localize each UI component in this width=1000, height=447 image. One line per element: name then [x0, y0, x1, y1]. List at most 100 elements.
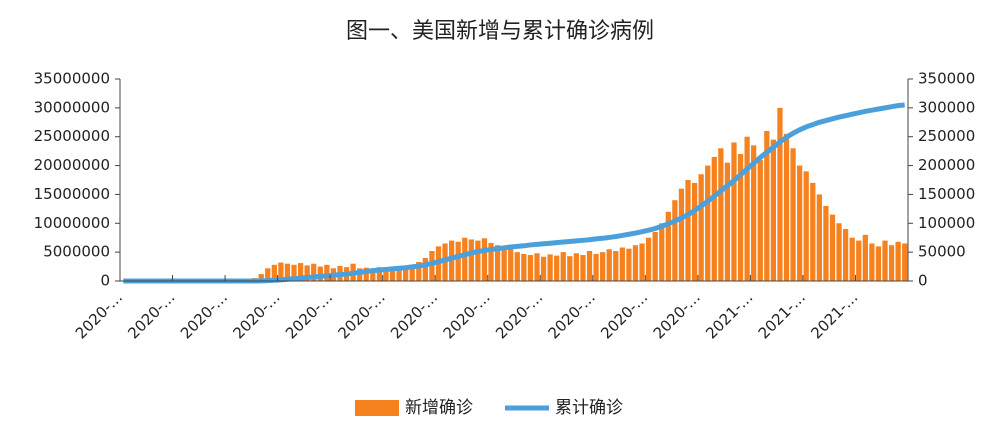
bar	[829, 214, 836, 281]
bar	[475, 240, 481, 281]
x-tick-label: 2020-…	[124, 288, 178, 342]
bar	[403, 265, 409, 281]
y-tick-label: 20000000	[34, 156, 110, 174]
bar	[770, 139, 777, 281]
x-tick-label: 2020-…	[492, 288, 546, 342]
bar	[757, 159, 763, 281]
bar	[534, 253, 540, 281]
bar	[389, 266, 396, 281]
bar	[324, 264, 330, 281]
legend-label: 新增确诊	[405, 398, 473, 418]
bar	[639, 243, 645, 281]
y2-tick-label: 300000	[918, 98, 975, 116]
x-tick-label: 2021-…	[755, 288, 809, 342]
bar	[514, 252, 520, 281]
bar	[731, 142, 737, 281]
y-tick-label: 35000000	[34, 70, 110, 88]
bar	[790, 148, 796, 281]
y-tick-label: 0	[100, 272, 110, 290]
bar	[468, 239, 474, 281]
bar	[304, 265, 310, 281]
bar	[685, 180, 691, 281]
bar	[626, 248, 632, 281]
x-tick-label: 2020-…	[177, 288, 231, 342]
bar	[297, 263, 304, 281]
bar	[810, 182, 816, 281]
y2-tick-label: 200000	[918, 156, 975, 174]
x-tick-label: 2020-…	[282, 288, 336, 342]
bar	[869, 243, 875, 281]
bar	[777, 107, 783, 281]
bar	[882, 240, 888, 281]
y-tick-label: 5000000	[43, 243, 110, 261]
bar	[613, 250, 619, 281]
bar	[448, 240, 455, 281]
bar	[619, 247, 625, 281]
y2-tick-label: 100000	[918, 214, 975, 232]
y-tick-label: 25000000	[34, 127, 110, 145]
bar	[501, 247, 507, 281]
x-tick-label: 2020-…	[229, 288, 283, 342]
bar	[494, 245, 501, 281]
bar	[586, 250, 593, 281]
bar	[823, 205, 829, 281]
bar	[370, 268, 376, 281]
bar	[737, 154, 744, 281]
x-tick-label: 2020-…	[72, 288, 126, 342]
bar	[455, 241, 461, 281]
bar	[711, 156, 717, 281]
bar	[383, 268, 389, 281]
y2-tick-label: 350000	[918, 70, 975, 88]
bar	[271, 264, 277, 281]
bar	[540, 256, 547, 281]
bar	[842, 229, 849, 281]
bar	[718, 148, 724, 281]
bar	[376, 267, 383, 281]
bar	[678, 188, 685, 281]
bar	[895, 241, 901, 281]
bar	[652, 231, 658, 281]
bar	[547, 254, 553, 281]
bar	[554, 255, 560, 281]
bar	[258, 274, 264, 281]
bar	[665, 211, 671, 281]
bar	[311, 263, 317, 281]
bar	[429, 250, 435, 281]
legend-swatch	[355, 400, 399, 416]
bar	[606, 249, 612, 281]
bar	[580, 255, 586, 281]
bar	[567, 256, 573, 281]
bar	[396, 268, 402, 281]
y-tick-label: 30000000	[34, 98, 110, 116]
x-tick-label: 2020-…	[440, 288, 494, 342]
bar	[317, 266, 323, 281]
bar	[875, 246, 882, 281]
bar	[593, 253, 599, 281]
bar	[481, 238, 488, 281]
bar	[836, 223, 842, 281]
bar	[705, 165, 711, 281]
bar	[645, 237, 652, 281]
bar	[862, 234, 868, 281]
chart-title: 图一、美国新增与累计确诊病例	[346, 19, 654, 44]
bar	[698, 174, 704, 281]
legend-label: 累计确诊	[555, 398, 623, 418]
bar	[422, 257, 428, 281]
bar	[521, 253, 527, 281]
bar	[803, 171, 809, 281]
bar	[659, 223, 665, 281]
y-tick-label: 10000000	[34, 214, 110, 232]
bar	[632, 245, 639, 281]
bar	[691, 182, 698, 281]
bar	[416, 261, 422, 281]
bar	[672, 200, 678, 281]
y2-tick-label: 250000	[918, 127, 975, 145]
bar	[902, 243, 908, 281]
bar	[363, 267, 369, 281]
x-tick-label: 2020-…	[597, 288, 651, 342]
bar	[560, 252, 566, 281]
bar	[265, 268, 271, 281]
bar	[508, 249, 514, 281]
bar	[856, 240, 862, 281]
